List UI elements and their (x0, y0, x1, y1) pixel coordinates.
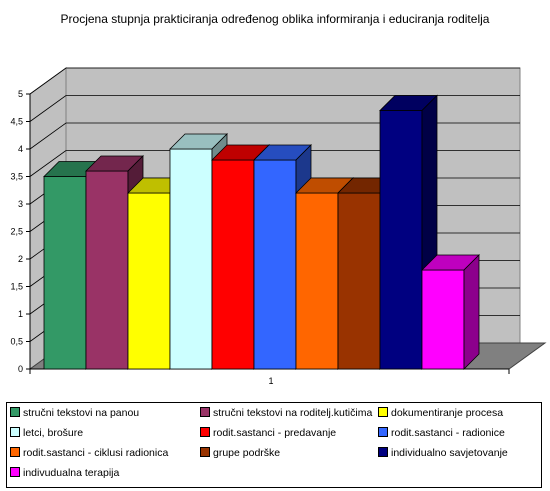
bar-front (211, 159, 255, 370)
bar-front (127, 192, 171, 370)
bar (421, 254, 480, 370)
gridline (29, 122, 520, 150)
y-tick-label: 2 (18, 254, 23, 264)
legend-label: indivudualna terapija (23, 467, 120, 479)
legend-item: indivudualna terapija (10, 466, 119, 480)
legend-swatch (10, 407, 20, 417)
legend-label: rodit.sastanci - ciklusi radionica (23, 447, 169, 459)
bar-front (337, 192, 381, 370)
legend-label: grupe podrške (213, 447, 281, 459)
legend-swatch (200, 407, 210, 417)
x-tick-label: 1 (268, 376, 273, 386)
gridline (29, 95, 520, 122)
y-tick-label: 3 (18, 199, 23, 209)
legend-item: letci, brošure (10, 426, 83, 440)
bar-front (295, 192, 339, 370)
legend-swatch (200, 427, 210, 437)
legend-label: dokumentiranje procesa (391, 407, 504, 419)
y-tick-label: 1 (18, 309, 23, 319)
legend: stručni tekstovi na panou stručni tekstov… (6, 402, 542, 488)
legend-label: letci, brošure (23, 427, 84, 439)
chart-plot: 0 0,5 1 1,5 2 2,5 3 3,5 4 4,5 5 1 (10, 67, 547, 386)
bar-front (169, 148, 213, 370)
legend-label: stručni tekstovi na roditelj.kutičima (213, 407, 373, 419)
bar-front (379, 110, 423, 370)
bar-front (421, 269, 465, 370)
bar (379, 94, 438, 370)
gridline (29, 67, 520, 95)
legend-item: rodit.sastanci - radionice (378, 426, 505, 440)
y-tick-label: 4,5 (10, 117, 23, 127)
legend-item: individualno savjetovanje (378, 446, 508, 460)
y-tick-label: 1,5 (10, 282, 23, 292)
chart-title: Procjena stupnja prakticiranja određenog… (60, 12, 490, 26)
y-tick-label: 3,5 (10, 172, 23, 182)
y-tick-label: 2,5 (10, 227, 23, 237)
legend-swatch (10, 467, 20, 477)
legend-swatch (200, 447, 210, 457)
legend-item: rodit.sastanci - predavanje (200, 426, 336, 440)
legend-label: individualno savjetovanje (391, 447, 508, 459)
legend-item: stručni tekstovi na panou (10, 406, 139, 420)
bar-side (463, 254, 480, 370)
bar-front (43, 176, 87, 370)
legend-swatch (378, 407, 388, 417)
bar-front (85, 170, 129, 370)
legend-swatch (378, 427, 388, 437)
legend-swatch (378, 447, 388, 457)
legend-label: stručni tekstovi na panou (23, 407, 140, 419)
legend-item: rodit.sastanci - ciklusi radionica (10, 446, 168, 460)
legend-swatch (10, 447, 20, 457)
legend-item: dokumentiranje procesa (378, 406, 503, 420)
y-tick-label: 5 (18, 89, 23, 99)
legend-label: rodit.sastanci - predavanje (213, 427, 337, 439)
legend-label: rodit.sastanci - radionice (391, 427, 505, 439)
legend-swatch (10, 427, 20, 437)
gridline (29, 150, 520, 177)
legend-item: grupe podrške (200, 446, 280, 460)
bars (43, 94, 480, 370)
y-tick-label: 0 (18, 364, 23, 374)
y-tick-label: 4 (18, 144, 23, 154)
bar-front (253, 159, 297, 370)
x-axis-labels: 1 (268, 376, 273, 386)
y-tick-label: 0,5 (10, 337, 23, 347)
legend-item: stručni tekstovi na roditelj.kutičima (200, 406, 372, 420)
